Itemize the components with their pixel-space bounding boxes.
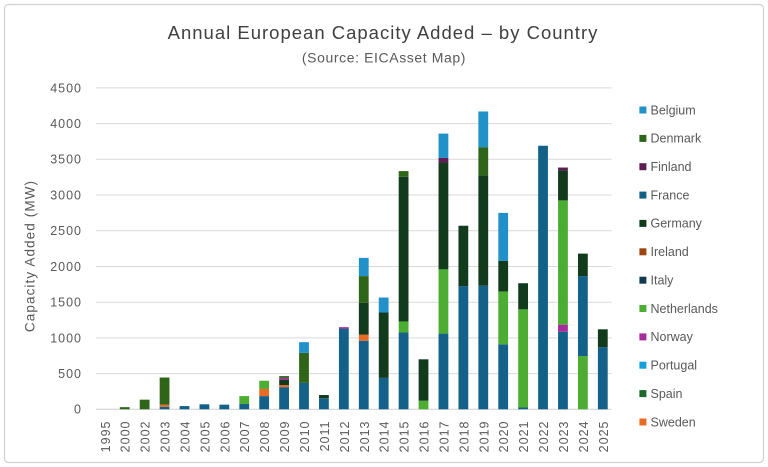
svg-text:2012: 2012 (338, 421, 352, 453)
svg-text:Annual European Capacity Added: Annual European Capacity Added – by Coun… (168, 22, 599, 43)
svg-text:3500: 3500 (50, 153, 82, 167)
svg-text:1995: 1995 (99, 421, 113, 453)
svg-text:2000: 2000 (50, 260, 82, 274)
svg-text:2500: 2500 (50, 224, 82, 238)
svg-text:Capacity Added (MW): Capacity Added (MW) (23, 180, 38, 332)
svg-text:2003: 2003 (159, 421, 173, 453)
svg-text:2022: 2022 (537, 421, 551, 453)
svg-text:2019: 2019 (477, 421, 491, 453)
svg-text:Ireland: Ireland (651, 245, 689, 259)
svg-text:Portugal: Portugal (651, 359, 698, 373)
svg-text:2011: 2011 (318, 421, 332, 452)
svg-text:4000: 4000 (50, 117, 82, 131)
svg-text:2020: 2020 (497, 421, 511, 453)
svg-text:4500: 4500 (50, 81, 82, 95)
svg-text:2010: 2010 (298, 421, 312, 453)
svg-text:3000: 3000 (50, 188, 82, 202)
svg-text:2008: 2008 (258, 421, 272, 453)
svg-text:2017: 2017 (437, 421, 451, 453)
svg-text:Norway: Norway (651, 330, 694, 344)
svg-text:2025: 2025 (597, 421, 611, 453)
svg-text:Finland: Finland (651, 160, 692, 174)
svg-text:500: 500 (58, 367, 82, 381)
svg-text:2016: 2016 (418, 421, 432, 453)
svg-text:2005: 2005 (198, 421, 212, 453)
svg-text:Netherlands: Netherlands (651, 302, 718, 316)
svg-text:Sweden: Sweden (651, 415, 696, 429)
svg-text:2021: 2021 (517, 421, 531, 453)
svg-text:2009: 2009 (278, 421, 292, 453)
svg-text:0: 0 (74, 403, 82, 417)
svg-text:2023: 2023 (557, 421, 571, 453)
svg-text:2018: 2018 (457, 421, 471, 453)
svg-text:France: France (651, 188, 690, 202)
svg-text:2014: 2014 (378, 421, 392, 453)
svg-text:2002: 2002 (139, 421, 153, 453)
svg-text:2015: 2015 (398, 421, 412, 453)
svg-text:2007: 2007 (238, 421, 252, 453)
svg-text:2013: 2013 (358, 421, 372, 453)
svg-text:(Source: EICAsset Map): (Source: EICAsset Map) (302, 50, 466, 66)
svg-text:Belgium: Belgium (651, 103, 696, 117)
svg-text:Denmark: Denmark (651, 132, 702, 146)
svg-text:Spain: Spain (651, 387, 683, 401)
svg-text:2004: 2004 (179, 421, 193, 453)
svg-text:2000: 2000 (119, 421, 133, 453)
svg-text:1000: 1000 (50, 331, 82, 345)
svg-text:Germany: Germany (651, 217, 703, 231)
svg-text:Italy: Italy (651, 274, 675, 288)
svg-text:2024: 2024 (577, 421, 591, 453)
svg-text:1500: 1500 (50, 296, 82, 310)
svg-text:2006: 2006 (218, 421, 232, 453)
